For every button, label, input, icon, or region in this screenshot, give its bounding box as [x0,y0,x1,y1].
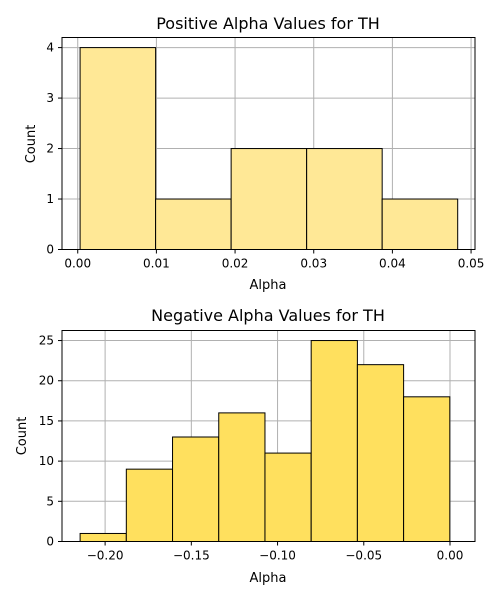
y-tick-label: 4 [46,41,54,55]
x-tick-label: 0.05 [458,257,485,271]
y-tick-label: 25 [39,334,54,348]
x-axis-label: Alpha [250,571,287,586]
histogram-bar [218,412,266,542]
y-tick-label: 20 [39,374,54,388]
chart-title: Positive Alpha Values for TH [156,14,380,33]
histogram-bar [381,198,459,250]
histogram-bar [264,452,312,543]
x-tick-label: −0.15 [173,549,210,563]
x-tick-label: 0.00 [64,257,91,271]
y-tick-label: 0 [46,243,54,257]
y-tick-label: 5 [46,494,54,508]
y-tick-label: 1 [46,192,54,206]
positive-alpha-histogram: Positive Alpha Values for TH 0.00 0.01 0.0… [24,14,484,293]
y-tick-label: 10 [39,454,54,468]
plot-frame [61,37,476,250]
y-tick-label: 0 [46,535,54,549]
y-tick-label: 15 [39,414,54,428]
y-axis-label: Count [15,417,30,456]
x-tick-label: −0.05 [345,549,382,563]
histogram-bar [306,148,383,250]
y-tick-label: 3 [46,91,54,105]
histogram-bar [155,198,232,250]
histogram-bar [310,340,358,542]
x-tick-label: 0.02 [222,257,249,271]
histogram-bar [79,532,127,543]
plot-frame [61,330,476,542]
x-axis-label: Alpha [250,278,287,293]
x-tick-label: 0.03 [300,257,327,271]
histogram-bar [125,468,174,542]
histogram-bar [403,396,451,543]
x-tick-label: 0.01 [143,257,170,271]
y-tick-label: 2 [46,142,54,156]
x-tick-label: 0.00 [437,549,464,563]
negative-alpha-histogram: Negative Alpha Values for TH −0.20 −0.15 −… [15,306,476,586]
x-tick-label: 0.04 [379,257,406,271]
chart-title: Negative Alpha Values for TH [151,306,385,325]
histogram-bar [79,47,157,250]
histogram-bar [356,364,405,542]
x-tick-label: −0.10 [259,549,296,563]
histogram-bar [172,436,220,542]
y-axis-label: Count [24,125,39,164]
x-tick-label: −0.20 [87,549,124,563]
histogram-bar [230,148,308,250]
